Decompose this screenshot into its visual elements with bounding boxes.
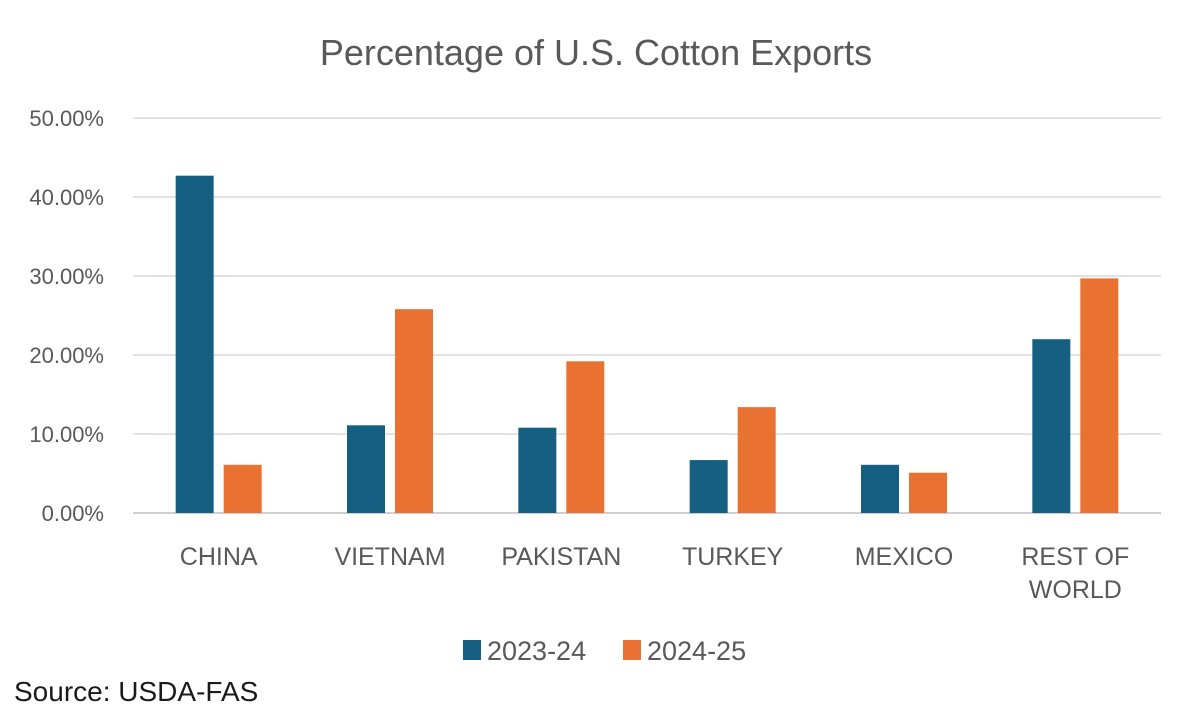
chart-title: Percentage of U.S. Cotton Exports [320,32,872,73]
x-category-label: CHINA [180,543,258,571]
y-tick-label: 10.00% [29,422,104,447]
bar-2024-25-turkey [737,407,776,513]
x-category-label: VIETNAM [334,543,445,571]
y-tick-label: 30.00% [29,264,104,289]
legend-swatch-2024-25 [623,640,641,660]
bar-2023-24-rest-of-world [1032,339,1071,513]
x-axis-category-labels: CHINA VIETNAM PAKISTAN TURKEY MEXICO REST OF W… [180,543,1130,604]
legend: 2023-24 2024-25 [463,636,746,666]
legend-label-2024-25: 2024-25 [647,636,746,666]
legend-label-2023-24: 2023-24 [487,636,586,666]
x-category-label-line: PAKISTAN [501,543,621,571]
bars [175,175,1119,514]
y-tick-label: 0.00% [42,501,104,526]
y-tick-label: 20.00% [29,343,104,368]
source-note: Source: USDA-FAS [14,676,259,707]
x-category-label: REST OF WORLD [1021,543,1129,604]
bar-2023-24-turkey [689,460,728,513]
x-category-label: TURKEY [682,543,784,571]
x-category-label: PAKISTAN [501,543,621,571]
bar-2023-24-vietnam [347,425,385,513]
x-category-label: MEXICO [855,543,954,571]
bar-2024-25-vietnam [395,309,433,513]
bar-2023-24-mexico [861,464,899,513]
legend-swatch-2023-24 [463,640,481,660]
x-category-label-line: TURKEY [682,543,784,571]
bar-2024-25-china [223,464,262,513]
y-tick-label: 40.00% [29,185,104,210]
x-category-label-line: WORLD [1029,576,1122,604]
bar-2023-24-pakistan [518,427,557,513]
gridlines [133,117,1161,514]
y-tick-label: 50.00% [29,106,104,131]
x-category-label-line: MEXICO [855,543,954,571]
bar-2024-25-rest-of-world [1080,278,1119,513]
x-category-label-line: CHINA [180,543,258,571]
y-axis-tick-labels: 0.00% 10.00% 20.00% 30.00% 40.00% 50.00% [29,106,104,526]
bar-2023-24-china [175,175,214,514]
x-category-label-line: VIETNAM [334,543,445,571]
x-category-label-line: REST OF [1021,543,1129,571]
bar-2024-25-mexico [909,472,947,513]
bar-2024-25-pakistan [566,361,605,513]
